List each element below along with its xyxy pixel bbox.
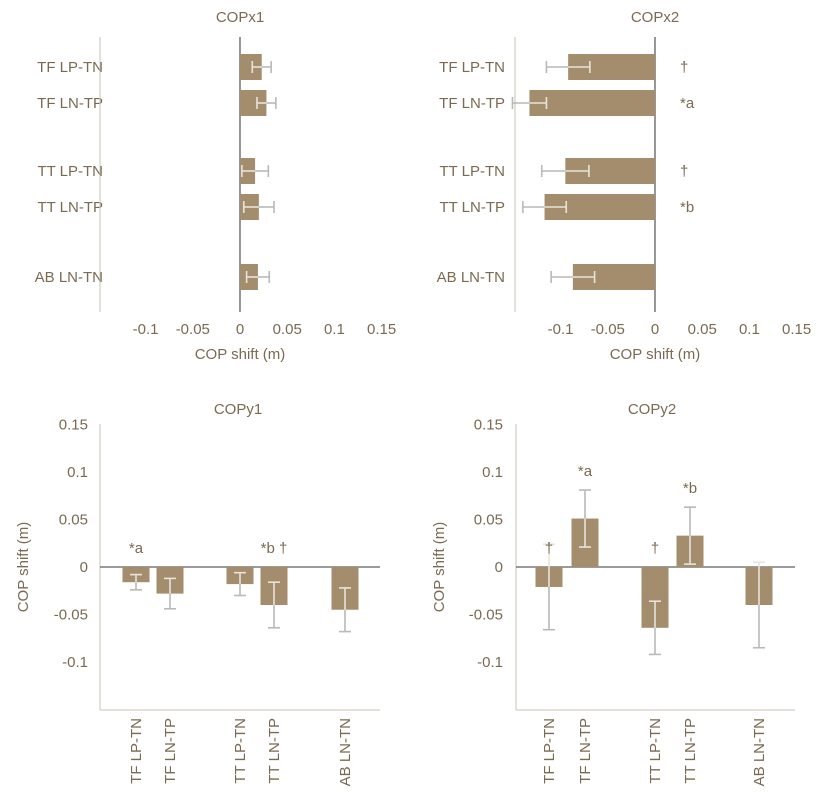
y-tick-label: 0.1 — [67, 464, 88, 481]
y-tick-label: 0.05 — [474, 512, 503, 529]
x-tick-label: 0 — [651, 321, 659, 338]
category-label: TT LP-TN — [37, 163, 103, 180]
x-axis-label: COP shift (m) — [610, 346, 701, 363]
y-axis-label: COP shift (m) — [431, 522, 448, 613]
x-tick-label: 0.05 — [688, 321, 717, 338]
category-label: TF LN-TP — [37, 95, 103, 112]
chart-title: COPy2 — [628, 401, 676, 418]
y-axis-label: COP shift (m) — [15, 522, 32, 613]
significance-annotation: *b — [680, 199, 694, 216]
significance-annotation: † — [545, 540, 553, 557]
significance-annotation: *b — [683, 480, 697, 497]
category-label: TF LP-TN — [37, 59, 103, 76]
category-label: AB LN-TN — [337, 718, 354, 786]
significance-annotation: *a — [129, 540, 144, 557]
category-label: AB LN-TN — [751, 718, 768, 786]
x-tick-label: 0.15 — [782, 321, 811, 338]
x-tick-label: 0.15 — [367, 321, 396, 338]
category-label: TF LN-TP — [439, 95, 505, 112]
y-tick-label: -0.1 — [477, 654, 503, 671]
category-label: TT LN-TP — [682, 718, 699, 784]
category-label: TT LN-TP — [37, 199, 103, 216]
y-tick-label: 0.05 — [59, 512, 88, 529]
significance-annotation: † — [680, 59, 688, 76]
panel-copy1: COPy1 COP shift (m) TF LP-TN TF LN-TP TT L… — [15, 401, 380, 786]
x-tick-label: 0.05 — [273, 321, 302, 338]
category-label: AB LN-TN — [35, 269, 103, 286]
y-tick-label: 0.15 — [474, 417, 503, 434]
significance-annotation: † — [680, 163, 688, 180]
chart-title: COPx1 — [216, 9, 264, 26]
x-tick-label: 0 — [236, 321, 244, 338]
y-tick-label: -0.05 — [54, 607, 88, 624]
significance-annotation: *b † — [261, 540, 288, 557]
panel-copx2: COPx2 COP shift (m) TF LP-TN TF LN-TP TT L… — [437, 9, 812, 363]
significance-annotation: † — [651, 540, 659, 557]
x-tick-label: -0.1 — [548, 321, 574, 338]
category-label: TT LN-TP — [439, 199, 505, 216]
chart-title: COPy1 — [214, 401, 262, 418]
y-tick-label: -0.05 — [469, 607, 503, 624]
x-tick-label: 0.1 — [739, 321, 760, 338]
panel-copy2: COPy2 COP shift (m) TF LP-TN TF LN-TP TT L… — [431, 401, 795, 786]
significance-annotation: *a — [680, 95, 695, 112]
y-tick-label: 0.1 — [482, 464, 503, 481]
category-label: TF LN-TP — [162, 718, 179, 784]
category-label: TT LP-TN — [439, 163, 505, 180]
category-label: TT LN-TP — [266, 718, 283, 784]
y-tick-label: -0.1 — [62, 654, 88, 671]
bar — [529, 90, 655, 116]
category-label: TT LP-TN — [647, 718, 664, 784]
significance-annotation: *a — [578, 463, 593, 480]
category-label: TF LP-TN — [439, 59, 505, 76]
x-axis-label: COP shift (m) — [195, 346, 286, 363]
category-label: TF LP-TN — [128, 718, 145, 784]
bar — [240, 54, 262, 80]
category-label: TT LP-TN — [232, 718, 249, 784]
panel-copx1: COPx1 COP shift (m) TF LP-TN TF LN-TP TT L… — [35, 9, 397, 363]
y-tick-label: 0.15 — [59, 417, 88, 434]
x-tick-label: -0.05 — [176, 321, 210, 338]
x-tick-label: -0.05 — [591, 321, 625, 338]
y-tick-label: 0 — [495, 559, 503, 576]
y-tick-label: 0 — [80, 559, 88, 576]
chart-title: COPx2 — [631, 9, 679, 26]
category-label: AB LN-TN — [437, 269, 505, 286]
x-tick-label: -0.1 — [133, 321, 159, 338]
x-tick-label: 0.1 — [324, 321, 345, 338]
category-label: TF LP-TN — [541, 718, 558, 784]
category-label: TF LN-TP — [577, 718, 594, 784]
